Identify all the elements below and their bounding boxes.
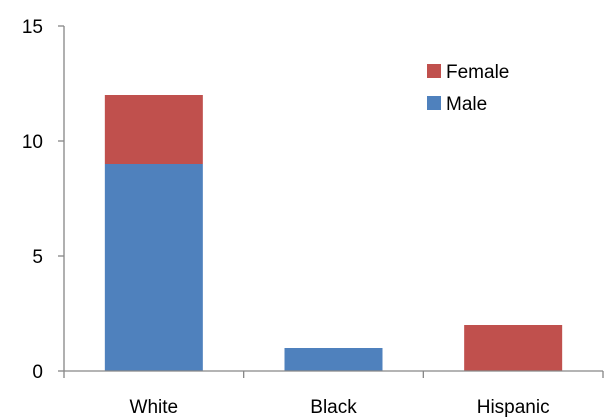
x-axis-ticks: White Black Hispanic xyxy=(63,371,604,418)
bar-white-male xyxy=(104,164,203,371)
y-axis-ticks: 0 5 10 15 xyxy=(22,17,64,383)
legend-swatch-male xyxy=(427,96,441,110)
y-tick-label: 15 xyxy=(22,17,43,38)
legend-label-male: Male xyxy=(446,94,487,115)
legend: Female Male xyxy=(427,62,509,115)
y-tick-label: 0 xyxy=(32,362,43,383)
y-tick-label: 5 xyxy=(32,247,43,268)
y-tick-label: 10 xyxy=(22,132,43,153)
legend-swatch-female xyxy=(427,64,441,78)
x-tick-label-hispanic: Hispanic xyxy=(477,397,550,418)
bar-hispanic-female xyxy=(464,325,563,371)
x-tick-label-black: Black xyxy=(310,397,357,418)
bar-white-female xyxy=(104,95,203,164)
x-tick-label-white: White xyxy=(130,397,179,418)
legend-label-female: Female xyxy=(446,62,509,83)
bar-black-male xyxy=(284,348,383,371)
bars-layer xyxy=(104,95,563,371)
